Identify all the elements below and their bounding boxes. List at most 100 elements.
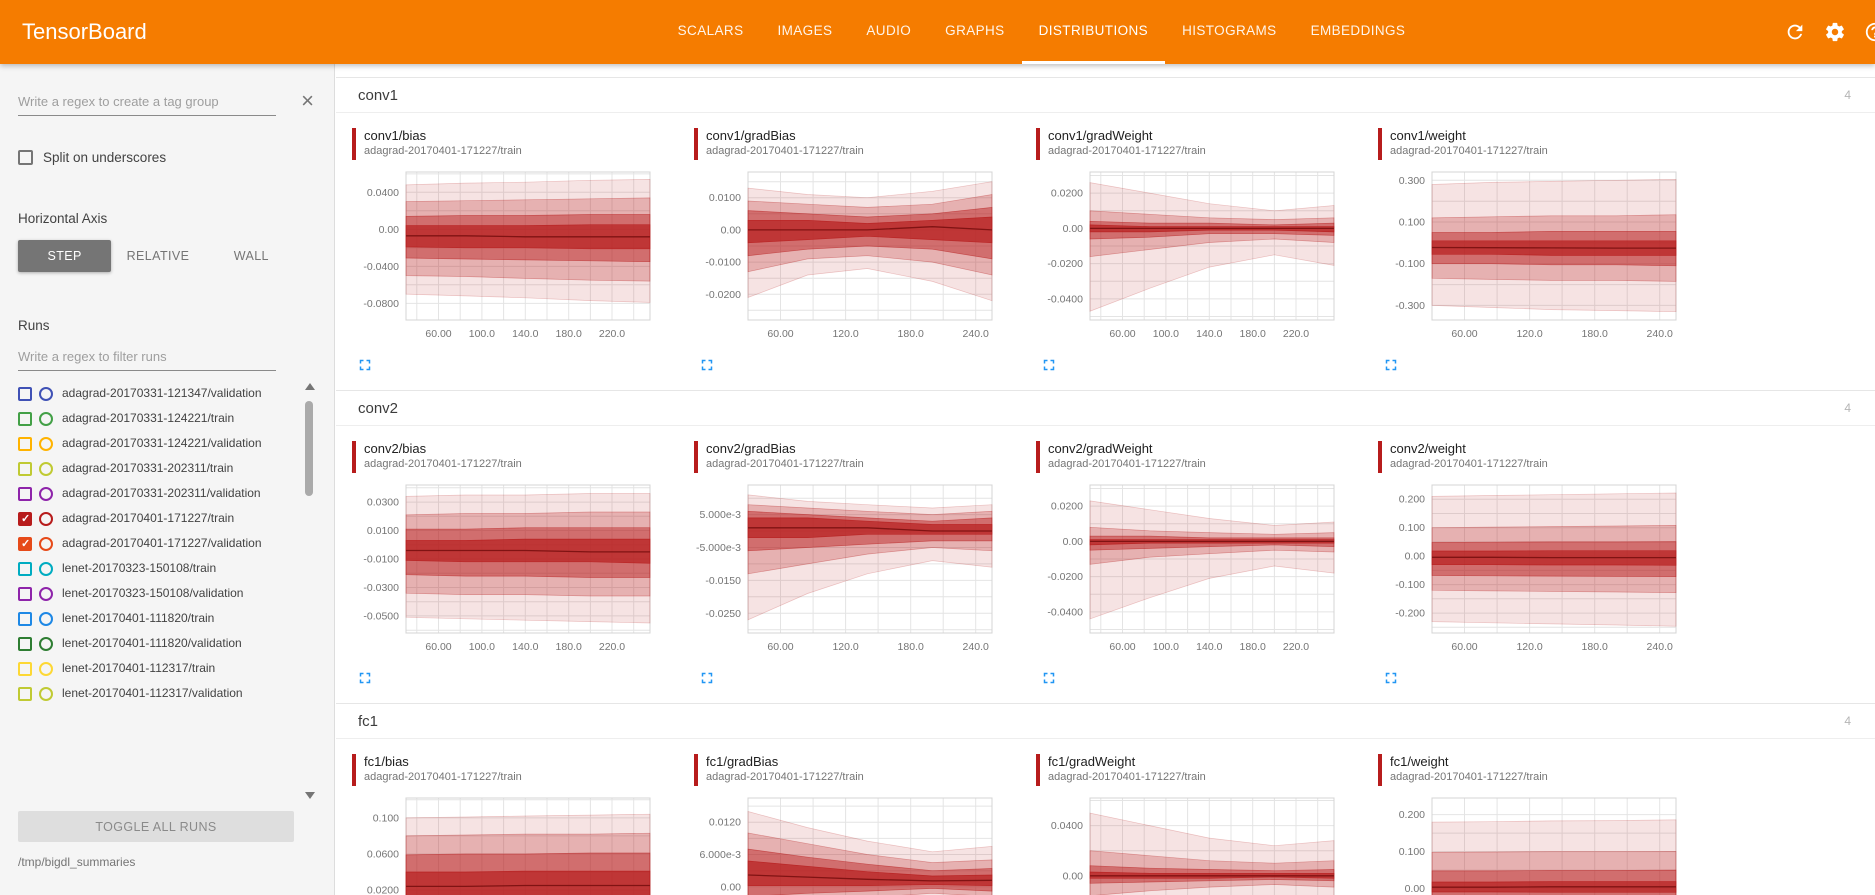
run-color-circle-icon[interactable] [39,587,53,601]
expand-chart-icon[interactable] [1040,356,1060,376]
expand-chart-icon[interactable] [356,669,376,689]
run-color-bar [1036,441,1040,473]
run-color-circle-icon[interactable] [39,512,53,526]
chart-title-block: conv2/gradWeight adagrad-20170401-171227/… [1036,441,1374,473]
svg-text:0.00: 0.00 [1063,536,1084,548]
run-checkbox[interactable] [18,512,32,526]
chart-title: conv2/gradBias [706,441,796,456]
section-conv1: conv1 4 conv1/bias adagrad-20170401-171227/… [336,77,1875,390]
tag-regex-input[interactable] [18,90,276,116]
run-checkbox[interactable] [18,587,32,601]
toggle-all-runs-button[interactable]: TOGGLE ALL RUNS [18,811,294,842]
chart-title: conv1/gradBias [706,128,796,143]
run-checkbox[interactable] [18,612,32,626]
chart-title: conv1/weight [1390,128,1466,143]
section-header-conv1[interactable]: conv1 4 [336,77,1875,113]
scroll-up-icon[interactable] [305,383,315,390]
expand-chart-icon[interactable] [1040,669,1060,689]
svg-text:0.200: 0.200 [1399,494,1425,506]
run-row[interactable]: lenet-20170401-112317/validation [18,681,294,706]
svg-text:60.00: 60.00 [1451,641,1477,653]
run-row[interactable]: lenet-20170401-111820/validation [18,631,294,656]
run-color-circle-icon[interactable] [39,487,53,501]
run-color-circle-icon[interactable] [39,412,53,426]
tag-filter-row: × [18,90,318,116]
run-checkbox[interactable] [18,687,32,701]
chart-title-block: conv1/bias adagrad-20170401-171227/train [352,128,690,160]
run-color-circle-icon[interactable] [39,637,53,651]
expand-chart-icon[interactable] [1382,669,1402,689]
run-checkbox[interactable] [18,387,32,401]
run-color-circle-icon[interactable] [39,537,53,551]
run-checkbox[interactable] [18,637,32,651]
svg-text:-0.200: -0.200 [1395,608,1425,620]
svg-text:180.0: 180.0 [556,328,582,340]
run-checkbox[interactable] [18,487,32,501]
chart-card-conv2-gradBias: conv2/gradBias adagrad-20170401-171227/tr… [690,441,1032,699]
tab-graphs[interactable]: GRAPHS [945,23,1005,38]
distribution-plot: 60.00 120.0 180.0 240.0 0.200 0.100 0.00 -0.100… [1395,484,1677,653]
axis-relative-button[interactable]: RELATIVE [111,240,204,272]
expand-chart-icon[interactable] [698,669,718,689]
run-row[interactable]: adagrad-20170331-202311/train [18,456,294,481]
expand-chart-icon[interactable] [1382,356,1402,376]
tab-images[interactable]: IMAGES [777,23,833,38]
split-underscores-checkbox[interactable] [18,150,33,165]
distribution-plot: 60.00 100.0 140.0 180.0 220.0 0.0200 0.00 -0.02… [1047,171,1335,340]
run-checkbox[interactable] [18,537,32,551]
run-checkbox[interactable] [18,437,32,451]
run-row[interactable]: lenet-20170401-111820/train [18,606,294,631]
svg-text:120.0: 120.0 [1516,641,1542,653]
axis-step-button[interactable]: STEP [18,240,112,272]
tab-scalars[interactable]: SCALARS [677,23,744,38]
run-color-circle-icon[interactable] [39,612,53,626]
refresh-icon[interactable] [1783,21,1806,44]
settings-gear-icon[interactable] [1823,21,1846,44]
expand-chart-icon[interactable] [698,356,718,376]
run-checkbox[interactable] [18,662,32,676]
axis-wall-button[interactable]: WALL [205,240,298,272]
split-underscores-row[interactable]: Split on underscores [18,150,316,165]
run-checkbox[interactable] [18,562,32,576]
run-color-circle-icon[interactable] [39,662,53,676]
tab-audio[interactable]: AUDIO [866,23,912,38]
tab-histograms[interactable]: HISTOGRAMS [1182,23,1277,38]
run-color-bar [694,128,698,160]
help-icon[interactable] [1863,21,1875,44]
run-checkbox[interactable] [18,462,32,476]
scrollbar-thumb[interactable] [305,401,313,496]
clear-filter-icon[interactable]: × [301,88,314,113]
run-color-bar [694,754,698,786]
run-color-circle-icon[interactable] [39,687,53,701]
run-checkbox[interactable] [18,412,32,426]
chart-card-conv1-bias: conv1/bias adagrad-20170401-171227/train 6… [348,128,690,386]
run-color-circle-icon[interactable] [39,462,53,476]
run-row[interactable]: adagrad-20170331-121347/validation [18,381,294,406]
run-row[interactable]: adagrad-20170401-171227/validation [18,531,294,556]
scroll-down-icon[interactable] [305,792,315,799]
run-row[interactable]: adagrad-20170401-171227/train [18,506,294,531]
run-row[interactable]: adagrad-20170331-124221/validation [18,431,294,456]
run-color-circle-icon[interactable] [39,387,53,401]
svg-text:120.0: 120.0 [832,328,858,340]
svg-text:0.0100: 0.0100 [367,525,399,537]
run-color-circle-icon[interactable] [39,437,53,451]
tab-distributions[interactable]: DISTRIBUTIONS [1021,0,1166,64]
section-header-conv2[interactable]: conv2 4 [336,390,1875,426]
runs-filter-input[interactable] [18,345,276,371]
chart-card-fc1-gradBias: fc1/gradBias adagrad-20170401-171227/trai… [690,754,1032,895]
tab-embeddings[interactable]: EMBEDDINGS [1310,23,1406,38]
run-row[interactable]: lenet-20170323-150108/validation [18,581,294,606]
run-row[interactable]: lenet-20170401-112317/train [18,656,294,681]
run-color-circle-icon[interactable] [39,562,53,576]
runs-scrollbar[interactable] [302,381,316,801]
section-header-fc1[interactable]: fc1 4 [336,703,1875,739]
run-row[interactable]: adagrad-20170331-124221/train [18,406,294,431]
run-label: adagrad-20170401-171227/train [62,511,235,525]
chart-title-block: conv1/gradBias adagrad-20170401-171227/tr… [694,128,1032,160]
svg-text:240.0: 240.0 [963,641,989,653]
run-row[interactable]: lenet-20170323-150108/train [18,556,294,581]
charts-row: fc1/biasadagrad-20170401-171227/train60.… [336,739,1875,895]
run-row[interactable]: adagrad-20170331-202311/validation [18,481,294,506]
expand-chart-icon[interactable] [356,356,376,376]
